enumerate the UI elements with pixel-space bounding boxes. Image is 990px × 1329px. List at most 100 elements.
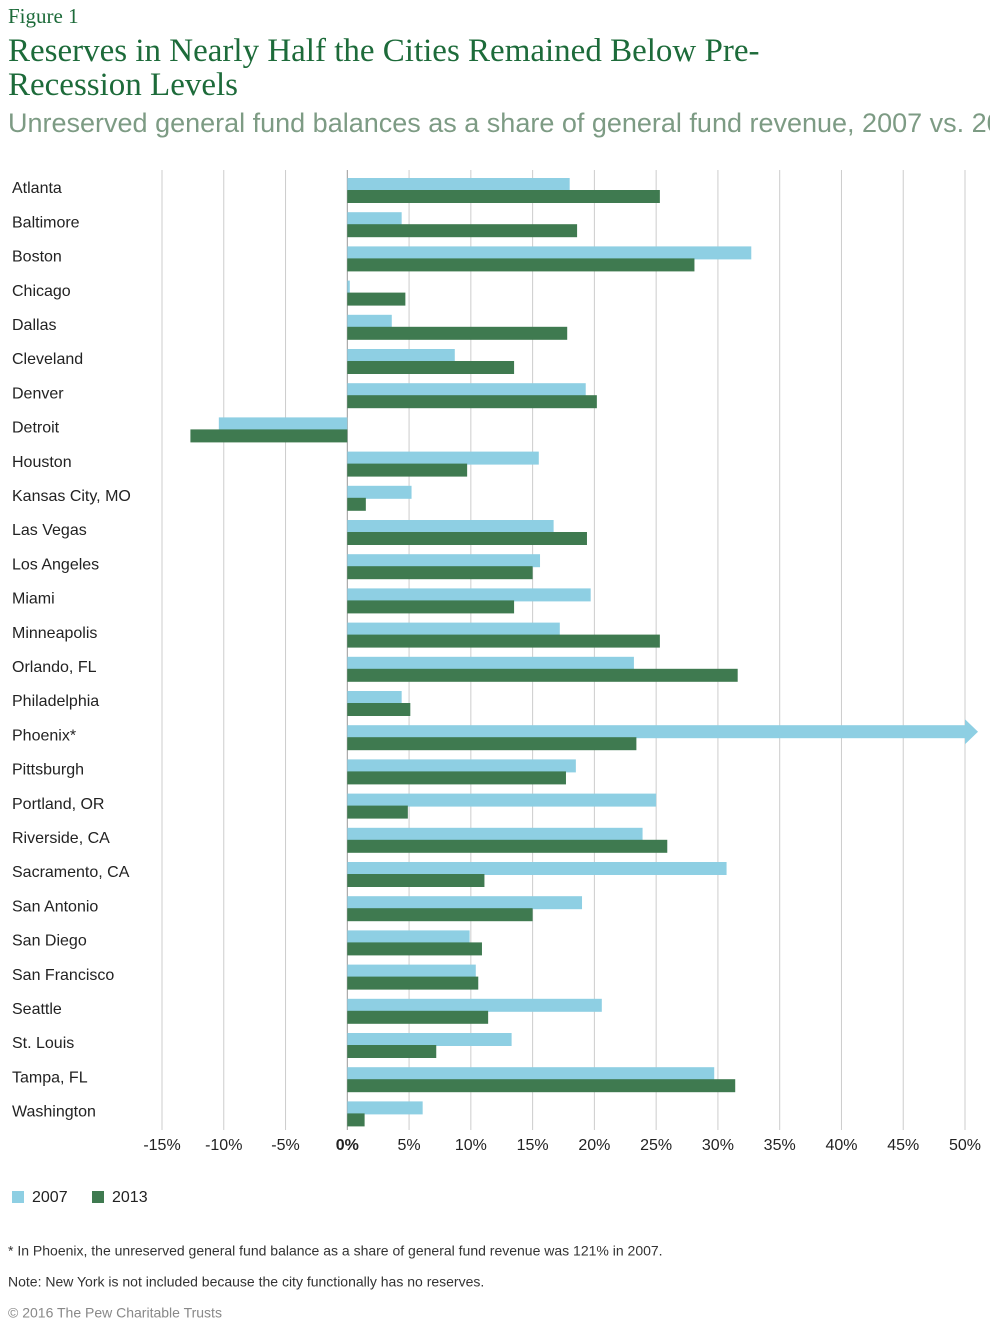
y-tick-label: San Francisco xyxy=(12,967,114,984)
bar xyxy=(347,383,586,397)
bar xyxy=(347,725,965,739)
legend-label: 2013 xyxy=(112,1189,148,1206)
chart-title: Reserves in Nearly Half the Cities Remai… xyxy=(8,33,760,103)
x-tick-label: 15% xyxy=(517,1137,549,1154)
bar xyxy=(347,839,668,853)
x-tick-label: -10% xyxy=(205,1137,242,1154)
x-tick-label: -5% xyxy=(271,1137,299,1154)
x-tick-label: 10% xyxy=(455,1137,487,1154)
bar xyxy=(347,395,597,409)
bar xyxy=(347,326,568,340)
bar xyxy=(347,1067,715,1081)
bar xyxy=(347,451,539,465)
bar xyxy=(347,691,402,704)
y-tick-label: San Antonio xyxy=(12,898,98,915)
bar xyxy=(347,212,402,226)
y-tick-label: Los Angeles xyxy=(12,556,99,573)
bar xyxy=(347,1101,423,1115)
y-tick-label: Philadelphia xyxy=(12,693,99,710)
bar xyxy=(347,737,637,751)
y-tick-label: Sacramento, CA xyxy=(12,864,130,881)
bar xyxy=(347,908,533,922)
y-tick-label: Phoenix* xyxy=(12,727,76,744)
bar xyxy=(347,190,660,203)
x-tick-label: 5% xyxy=(398,1137,421,1154)
bar xyxy=(347,976,479,990)
bar xyxy=(347,361,515,374)
bar xyxy=(347,485,412,499)
bar xyxy=(347,224,578,238)
bar xyxy=(347,1033,512,1046)
bar xyxy=(347,1010,489,1024)
bar xyxy=(347,874,485,887)
x-tick-label: -15% xyxy=(143,1137,180,1154)
bar xyxy=(347,532,587,545)
bar xyxy=(347,1079,736,1093)
y-tick-label: Tampa, FL xyxy=(12,1069,88,1086)
y-tick-label: Seattle xyxy=(12,1001,62,1018)
bar xyxy=(347,280,350,294)
y-tick-label: Atlanta xyxy=(12,180,62,197)
y-tick-label: Riverside, CA xyxy=(12,830,110,847)
legend-swatch xyxy=(92,1191,104,1203)
bar xyxy=(347,520,554,533)
bar xyxy=(347,1113,365,1127)
bar xyxy=(347,703,411,716)
y-tick-label: Pittsburgh xyxy=(12,762,84,779)
y-tick-label: Portland, OR xyxy=(12,796,104,813)
y-tick-label: Cleveland xyxy=(12,351,83,368)
bar xyxy=(347,862,727,875)
bar xyxy=(347,258,695,272)
source: © 2016 The Pew Charitable Trusts xyxy=(8,1305,222,1321)
x-tick-label: 40% xyxy=(825,1137,857,1154)
y-tick-label: Orlando, FL xyxy=(12,659,97,676)
y-tick-label: Washington xyxy=(12,1104,96,1121)
y-tick-label: Baltimore xyxy=(12,214,80,231)
bar xyxy=(347,246,752,260)
y-tick-label: Detroit xyxy=(12,420,60,437)
y-tick-label: Kansas City, MO xyxy=(12,488,131,505)
x-tick-label: 35% xyxy=(764,1137,796,1154)
bar xyxy=(347,656,634,670)
y-tick-label: Denver xyxy=(12,385,64,402)
overflow-arrow xyxy=(965,719,978,745)
bar xyxy=(347,600,515,614)
y-tick-label: San Diego xyxy=(12,933,87,950)
x-tick-label: 20% xyxy=(578,1137,610,1154)
bar xyxy=(347,497,366,511)
y-tick-label: St. Louis xyxy=(12,1035,74,1052)
chart-subtitle: Unreserved general fund balances as a sh… xyxy=(8,108,990,138)
bar xyxy=(347,668,738,682)
bar xyxy=(347,622,560,636)
bar xyxy=(347,178,570,191)
bar xyxy=(347,759,576,773)
y-tick-label: Boston xyxy=(12,249,62,266)
y-tick-label: Minneapolis xyxy=(12,625,97,642)
x-tick-label: 30% xyxy=(702,1137,734,1154)
bar xyxy=(347,588,591,602)
bar xyxy=(347,634,660,648)
bar xyxy=(347,942,482,956)
bar xyxy=(347,771,566,785)
bar xyxy=(347,793,657,807)
y-tick-label: Miami xyxy=(12,591,55,608)
x-tick-label: 25% xyxy=(640,1137,672,1154)
note: Note: New York is not included because t… xyxy=(8,1274,484,1290)
bar xyxy=(347,314,392,328)
bar xyxy=(347,1045,437,1058)
bar xyxy=(347,349,455,362)
footnote: * In Phoenix, the unreserved general fun… xyxy=(8,1243,663,1259)
bar xyxy=(218,417,348,431)
bar xyxy=(347,554,541,568)
bar xyxy=(347,930,470,944)
legend-swatch xyxy=(12,1191,24,1203)
x-tick-label: 45% xyxy=(887,1137,919,1154)
legend-label: 2007 xyxy=(32,1189,68,1206)
bar xyxy=(347,463,468,477)
bar xyxy=(347,566,533,580)
bar xyxy=(347,964,476,978)
x-tick-label: 50% xyxy=(949,1137,981,1154)
bar xyxy=(347,827,643,841)
